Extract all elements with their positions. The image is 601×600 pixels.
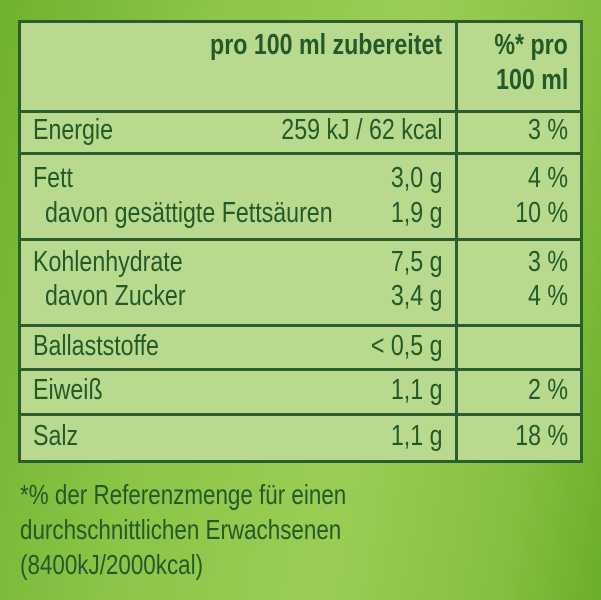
header-per-100ml: pro 100 ml zubereitet xyxy=(209,29,442,61)
divider xyxy=(21,152,580,155)
row-value: 3,4 g xyxy=(390,280,442,312)
row-percent: 3 % xyxy=(528,114,568,146)
header-percent-line2: 100 ml xyxy=(495,64,568,96)
header-percent-line1: %* pro xyxy=(494,29,568,61)
row-percent: 2 % xyxy=(528,374,568,406)
row-value: 1,1 g xyxy=(390,420,442,452)
row-value: < 0,5 g xyxy=(370,330,442,362)
footnote-line1: *% der Referenzmenge für einen xyxy=(20,479,347,510)
row-label: Eiweiß xyxy=(33,374,103,406)
row-percent: 10 % xyxy=(515,197,568,229)
footnote-line2: durchschnittlichen Erwachsenen xyxy=(20,514,342,545)
divider xyxy=(21,368,580,371)
row-percent: 4 % xyxy=(528,280,568,312)
row-value: 1,1 g xyxy=(390,374,442,406)
nutrition-table: pro 100 ml zubereitet %* pro 100 ml Ener… xyxy=(18,20,583,463)
row-value: 259 kJ / 62 kcal xyxy=(280,114,442,146)
row-percent: 3 % xyxy=(528,246,568,278)
footnote-line3: (8400kJ/2000kcal) xyxy=(20,549,204,580)
row-value: 1,9 g xyxy=(390,197,442,229)
divider xyxy=(21,413,580,416)
row-label: Energie xyxy=(33,114,113,146)
row-value: 3,0 g xyxy=(390,162,442,194)
row-label: Fett xyxy=(33,162,73,194)
row-label: davon Zucker xyxy=(45,280,186,312)
row-label: davon gesättigte Fettsäuren xyxy=(45,197,333,229)
row-label: Kohlenhydrate xyxy=(33,246,183,278)
row-percent: 4 % xyxy=(528,162,568,194)
row-value: 7,5 g xyxy=(390,246,442,278)
divider xyxy=(21,238,580,241)
column-divider xyxy=(455,23,458,460)
row-label: Salz xyxy=(33,420,79,452)
divider xyxy=(21,110,580,113)
divider xyxy=(21,324,580,327)
row-label: Ballaststoffe xyxy=(33,330,159,362)
row-percent: 18 % xyxy=(515,420,568,452)
